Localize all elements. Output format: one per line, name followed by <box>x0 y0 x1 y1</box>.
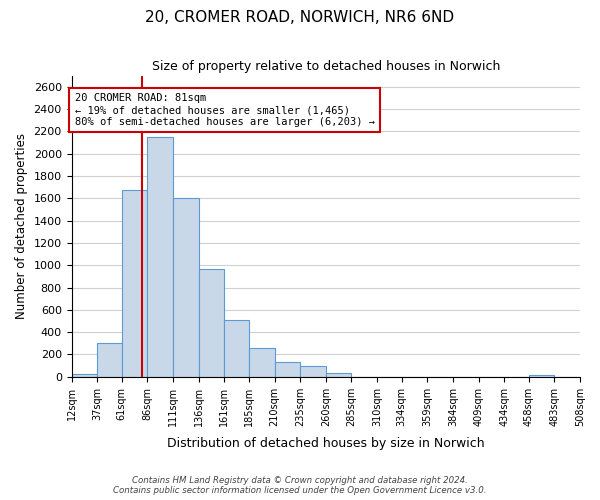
Bar <box>199 268 224 377</box>
Bar <box>224 320 249 377</box>
Bar <box>148 137 173 377</box>
Text: 20, CROMER ROAD, NORWICH, NR6 6ND: 20, CROMER ROAD, NORWICH, NR6 6ND <box>145 10 455 25</box>
Text: Contains HM Land Registry data © Crown copyright and database right 2024.
Contai: Contains HM Land Registry data © Crown c… <box>113 476 487 495</box>
Bar <box>71 374 97 377</box>
Text: 20 CROMER ROAD: 81sqm
← 19% of detached houses are smaller (1,465)
80% of semi-d: 20 CROMER ROAD: 81sqm ← 19% of detached … <box>74 94 374 126</box>
X-axis label: Distribution of detached houses by size in Norwich: Distribution of detached houses by size … <box>167 437 485 450</box>
Bar <box>173 198 199 377</box>
Bar <box>529 374 554 377</box>
Title: Size of property relative to detached houses in Norwich: Size of property relative to detached ho… <box>152 60 500 73</box>
Bar <box>326 374 352 377</box>
Y-axis label: Number of detached properties: Number of detached properties <box>15 133 28 319</box>
Bar <box>97 344 122 377</box>
Bar <box>122 190 148 377</box>
Bar <box>275 362 300 377</box>
Bar <box>249 348 275 377</box>
Bar <box>300 366 326 377</box>
